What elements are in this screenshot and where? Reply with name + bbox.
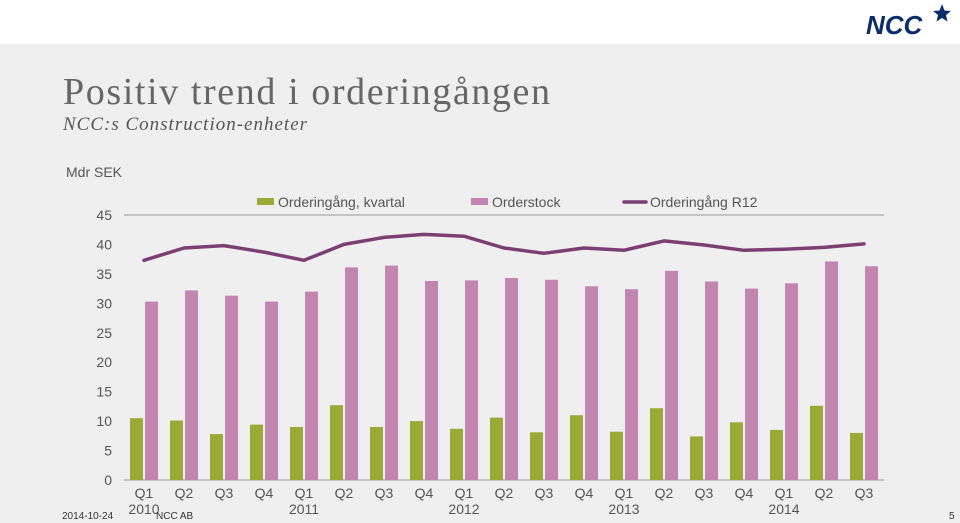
y-tick-label: 10: [96, 413, 112, 429]
bar-orderingang-kvartal: [330, 405, 343, 480]
bar-orderingang-kvartal: [650, 408, 663, 480]
y-tick-label: 40: [96, 236, 112, 252]
chart-legend: Orderingång, kvartal Orderstock Orderingån…: [257, 194, 758, 210]
bar-orderingang-kvartal: [490, 417, 503, 480]
bar-orderingang-kvartal: [570, 415, 583, 480]
bar-orderstock: [625, 289, 638, 480]
bar-orderstock: [545, 279, 558, 480]
footer-company: NCC AB: [156, 511, 194, 522]
bar-orderingang-kvartal: [690, 436, 703, 480]
y-tick-label: 0: [104, 472, 112, 488]
legend-label: Orderingång, kvartal: [278, 194, 405, 210]
bar-orderingang-kvartal: [850, 432, 863, 480]
bar-orderstock: [305, 291, 318, 480]
x-tick-label: Q3: [535, 485, 554, 501]
y-tick-label: 15: [96, 384, 112, 400]
bar-orderstock: [185, 290, 198, 480]
bar-orderstock: [265, 301, 278, 480]
x-tick-label: Q1: [135, 485, 154, 501]
x-year-label: 2012: [448, 501, 479, 517]
legend-swatch: [471, 198, 488, 205]
bar-orderstock: [465, 280, 478, 480]
x-year-label: 2010: [128, 501, 159, 517]
logo-star-icon: [933, 4, 951, 22]
legend-swatch: [257, 198, 274, 205]
x-tick-label: Q4: [735, 485, 754, 501]
y-tick-label: 45: [96, 207, 112, 223]
chart-line: [142, 232, 866, 263]
bar-orderingang-kvartal: [770, 429, 783, 480]
bar-orderstock: [825, 261, 838, 480]
bar-orderstock: [585, 286, 598, 480]
y-tick-label: 25: [96, 325, 112, 341]
x-tick-label: Q3: [855, 485, 874, 501]
page-number: 5: [949, 511, 955, 522]
bar-orderingang-kvartal: [210, 434, 223, 480]
bar-orderstock: [865, 266, 878, 480]
bar-orderingang-kvartal: [450, 428, 463, 480]
bar-orderstock: [705, 281, 718, 480]
x-tick-label: Q1: [615, 485, 634, 501]
bar-orderingang-kvartal: [530, 432, 543, 480]
x-year-label: 2013: [608, 501, 639, 517]
ncc-logo-text: NCC: [866, 10, 924, 40]
x-year-label: 2014: [768, 501, 799, 517]
bar-orderstock: [745, 288, 758, 480]
x-tick-label: Q4: [575, 485, 594, 501]
x-tick-label: Q2: [655, 485, 674, 501]
bar-orderingang-kvartal: [610, 431, 623, 480]
x-tick-label: Q2: [815, 485, 834, 501]
x-tick-label: Q2: [495, 485, 514, 501]
bar-orderstock: [665, 270, 678, 480]
x-tick-label: Q4: [255, 485, 274, 501]
bar-orderingang-kvartal: [730, 422, 743, 480]
x-tick-label: Q3: [695, 485, 714, 501]
legend-label: Orderstock: [492, 194, 561, 210]
bar-orderstock: [425, 281, 438, 480]
slide-title: Positiv trend i orderingången: [63, 71, 552, 113]
bar-orderingang-kvartal: [410, 421, 423, 480]
x-tick-label: Q4: [415, 485, 434, 501]
x-tick-label: Q2: [335, 485, 354, 501]
chart-bars: [130, 261, 878, 480]
bar-orderstock: [145, 301, 158, 480]
bar-orderingang-kvartal: [250, 424, 263, 480]
bar-orderingang-kvartal: [370, 427, 383, 480]
ncc-logo: NCC: [866, 4, 951, 40]
x-tick-label: Q2: [175, 485, 194, 501]
bar-orderingang-kvartal: [810, 405, 823, 480]
slide-background: [0, 44, 960, 523]
y-tick-label: 5: [104, 443, 112, 459]
x-tick-label: Q3: [215, 485, 234, 501]
bar-orderstock: [345, 267, 358, 480]
bar-orderstock: [385, 265, 398, 480]
bar-orderingang-kvartal: [130, 418, 143, 480]
bar-orderstock: [505, 278, 518, 480]
x-tick-label: Q1: [455, 485, 474, 501]
y-tick-label: 30: [96, 295, 112, 311]
x-year-label: 2011: [289, 501, 319, 517]
bar-orderingang-kvartal: [170, 420, 183, 480]
bar-orderstock: [785, 283, 798, 480]
legend-label: Orderingång R12: [650, 194, 758, 210]
bar-orderstock: [225, 295, 238, 480]
chart-labels: 0 5 10 15 20 25 30 35 40 45 Q1 Q2 Q3 Q4 Q1 Q2 Q3 Q4 Q1 Q2 Q3…: [96, 207, 873, 517]
footer-date: 2014-10-24: [62, 511, 114, 522]
y-tick-label: 35: [96, 266, 112, 282]
y-tick-label: 20: [96, 354, 112, 370]
x-tick-label: Q3: [375, 485, 394, 501]
unit-label: Mdr SEK: [66, 164, 123, 180]
slide-subtitle: NCC:s Construction-enheter: [63, 114, 309, 135]
line-orderingang-r12: [142, 232, 866, 263]
x-tick-label: Q1: [295, 485, 314, 501]
bar-orderingang-kvartal: [290, 427, 303, 480]
x-tick-label: Q1: [775, 485, 794, 501]
